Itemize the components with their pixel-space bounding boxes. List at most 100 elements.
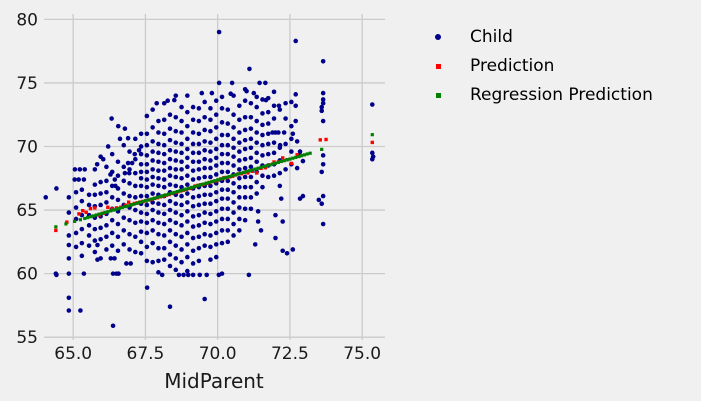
- data-point: [300, 193, 306, 199]
- data-point: [196, 159, 202, 165]
- data-point: [219, 94, 225, 100]
- data-point: [196, 202, 202, 208]
- data-point: [86, 192, 92, 198]
- data-point: [132, 151, 138, 157]
- data-point: [92, 249, 98, 255]
- data-point: [187, 186, 191, 190]
- data-point: [284, 250, 290, 256]
- data-point: [161, 245, 167, 251]
- data-point: [208, 211, 213, 217]
- data-point: [290, 131, 296, 137]
- data-point: [242, 137, 248, 143]
- data-point: [225, 196, 231, 201]
- data-point: [175, 190, 179, 194]
- data-point: [202, 114, 207, 120]
- data-point: [196, 212, 202, 218]
- data-point: [109, 116, 114, 121]
- data-point: [248, 174, 254, 180]
- data-point: [208, 233, 213, 238]
- data-point: [109, 230, 115, 236]
- data-point: [288, 157, 292, 161]
- data-point: [283, 100, 288, 106]
- data-point: [161, 211, 167, 217]
- data-point: [289, 99, 294, 105]
- data-point: [190, 168, 196, 173]
- data-point: [179, 193, 184, 199]
- data-point: [252, 242, 258, 247]
- data-point: [79, 226, 85, 232]
- data-point: [185, 254, 190, 260]
- data-point: [253, 167, 257, 171]
- data-point: [128, 261, 133, 266]
- data-point: [136, 147, 142, 153]
- data-point: [79, 253, 85, 259]
- data-point: [110, 323, 116, 329]
- data-point: [185, 242, 190, 247]
- data-point: [247, 169, 252, 173]
- data-point: [121, 191, 127, 196]
- data-point: [122, 170, 128, 176]
- data-point: [167, 228, 173, 233]
- data-point: [208, 149, 213, 154]
- data-point: [86, 215, 90, 220]
- data-point: [370, 133, 374, 137]
- data-point: [138, 210, 144, 215]
- data-point: [144, 153, 150, 158]
- data-point: [73, 205, 79, 210]
- data-point: [248, 184, 254, 190]
- data-point: [231, 189, 236, 195]
- data-point: [260, 111, 265, 116]
- data-point: [225, 132, 231, 138]
- data-point: [216, 80, 222, 86]
- data-point: [299, 154, 304, 158]
- data-point: [161, 257, 167, 262]
- data-point: [242, 195, 248, 200]
- data-point: [225, 216, 231, 222]
- data-point: [91, 214, 96, 218]
- data-point: [278, 196, 284, 201]
- data-point: [218, 177, 223, 181]
- data-point: [204, 272, 209, 278]
- data-point: [248, 206, 254, 212]
- data-point: [73, 230, 79, 236]
- data-point: [167, 126, 173, 131]
- data-point: [202, 99, 207, 105]
- data-point: [150, 217, 155, 223]
- data-point: [271, 140, 277, 145]
- data-point: [112, 208, 116, 212]
- data-point: [185, 268, 190, 274]
- data-point: [190, 214, 196, 219]
- legend-label-prediction: Prediction: [470, 56, 555, 76]
- data-point: [237, 130, 242, 135]
- data-point: [319, 201, 325, 207]
- data-point: [263, 80, 268, 86]
- data-point: [259, 165, 263, 169]
- data-point: [254, 94, 259, 100]
- data-point: [231, 200, 236, 205]
- data-point: [262, 164, 266, 169]
- data-point: [138, 250, 144, 256]
- data-point: [213, 209, 219, 214]
- data-point: [289, 136, 294, 142]
- data-point: [156, 183, 161, 189]
- data-point: [78, 218, 83, 222]
- data-point: [77, 212, 81, 216]
- data-point: [219, 196, 225, 201]
- data-point: [150, 207, 155, 213]
- data-point: [247, 66, 252, 72]
- data-point: [213, 179, 217, 183]
- data-point: [225, 187, 231, 193]
- data-point: [237, 149, 242, 154]
- data-point: [109, 243, 115, 248]
- data-point: [54, 272, 59, 278]
- data-point: [208, 221, 213, 227]
- data-point: [105, 144, 111, 149]
- data-point: [289, 161, 294, 166]
- data-point: [213, 146, 219, 152]
- data-point: [185, 182, 190, 187]
- data-point: [254, 104, 259, 110]
- data-point: [109, 183, 115, 189]
- data-point: [319, 169, 325, 175]
- data-point: [88, 206, 93, 211]
